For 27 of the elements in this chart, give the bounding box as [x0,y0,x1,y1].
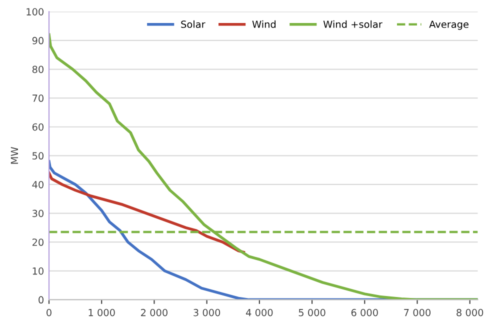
legend-label: Wind [252,20,276,28]
y-tick-label: 0 [38,296,44,304]
y-axis-title: MW [10,146,18,164]
x-tick-label: 4 000 [246,308,273,316]
x-tick-label: 8 000 [456,308,484,316]
y-tick-label: 50 [32,152,44,160]
legend-label: Average [429,20,468,30]
y-tick-label: 90 [32,36,44,44]
line-series [49,172,246,254]
x-tick-label: 3 000 [194,308,220,316]
y-tick-label: 10 [32,267,44,275]
y-tick-label: 70 [32,94,44,102]
x-tick-label: 0 [46,308,52,316]
legend-label: Wind +solar [323,20,382,28]
x-tick-label: 6 000 [351,308,378,316]
x-tick-label: 7 000 [404,308,431,316]
x-tick-label: 5 000 [298,308,326,316]
y-tick-label: 20 [32,238,44,246]
y-tick-label: 80 [32,66,44,74]
y-tick-label: 40 [32,180,44,188]
line-series [49,33,478,300]
y-tick-label: 30 [32,210,44,218]
y-tick-label: 60 [32,123,44,131]
x-tick-label: 2 000 [141,308,168,316]
legend-label: Solar [181,20,206,28]
y-tick-label: 100 [26,8,44,16]
x-tick-label: 1 000 [88,308,115,316]
